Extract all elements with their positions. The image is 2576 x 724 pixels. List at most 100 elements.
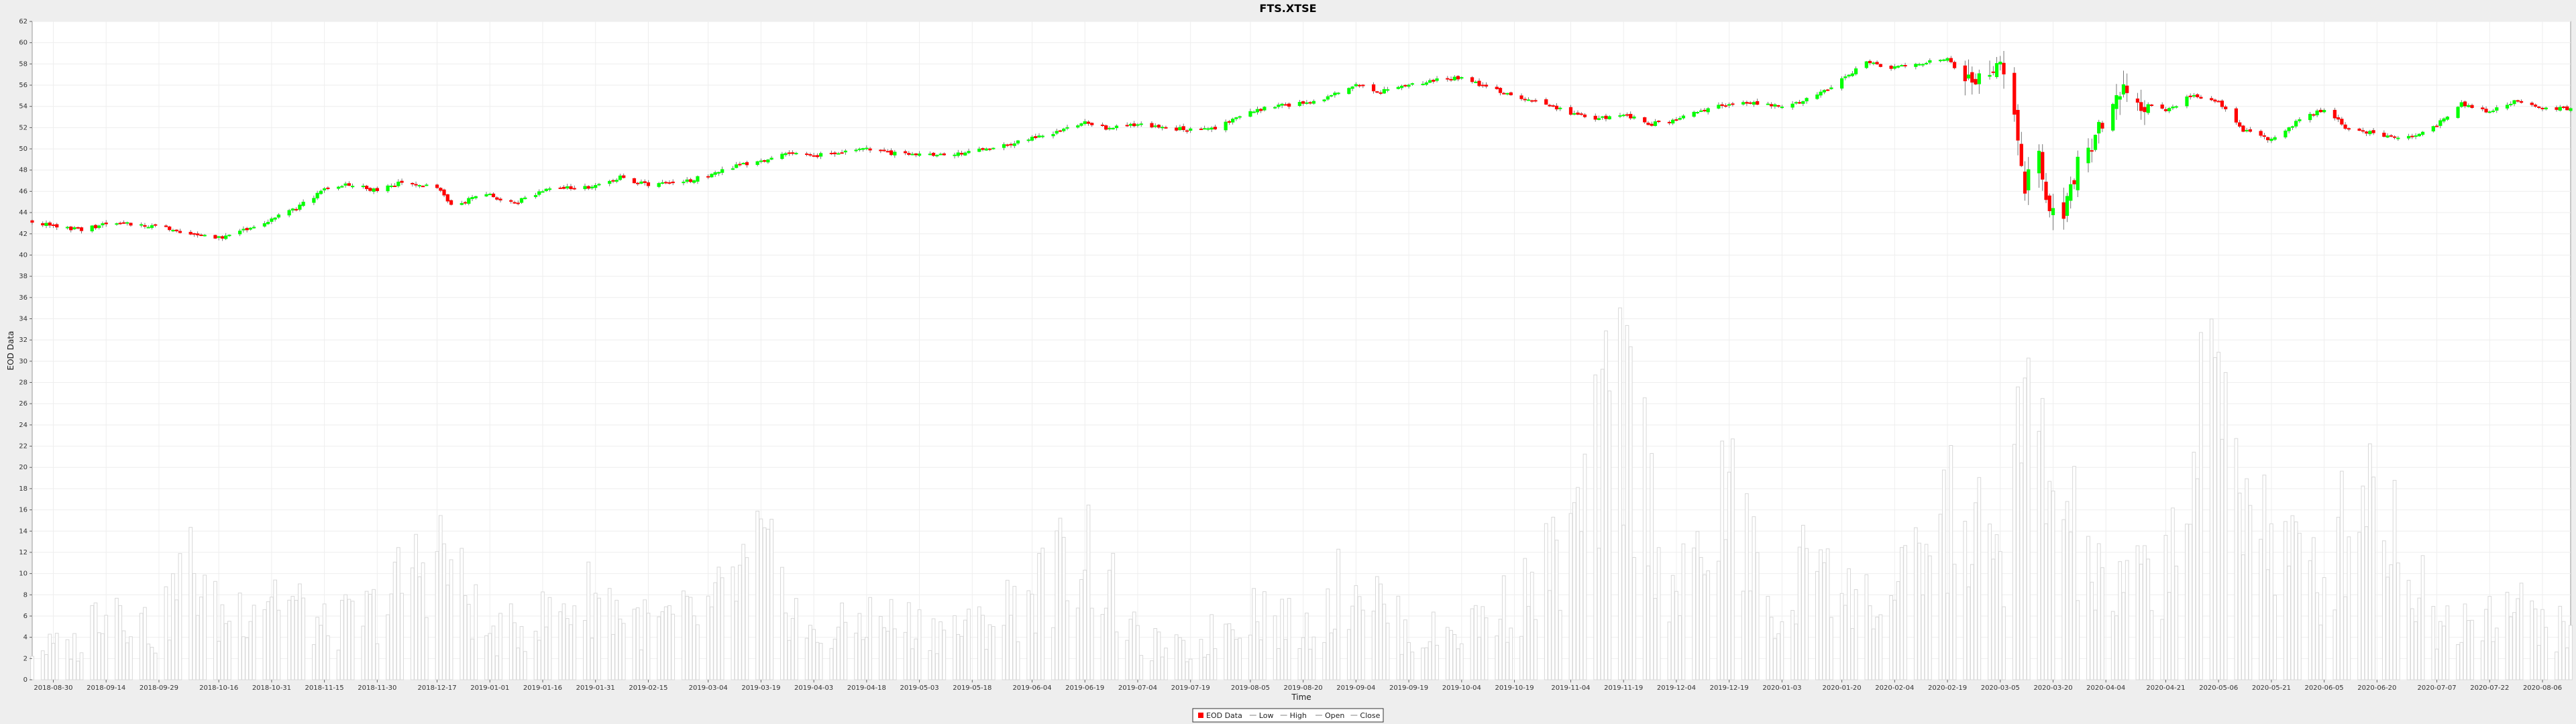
volume-bar bbox=[646, 613, 651, 680]
candle-body-up bbox=[1526, 99, 1531, 101]
volume-bar bbox=[1114, 631, 1119, 680]
candle-body-up bbox=[1224, 121, 1228, 131]
candle-body-down bbox=[1723, 105, 1728, 107]
volume-bar bbox=[445, 585, 450, 680]
volume-bar bbox=[812, 629, 816, 680]
candle-body-up bbox=[910, 154, 914, 156]
volume-bar bbox=[389, 593, 394, 680]
volume-bar bbox=[931, 618, 936, 680]
volume-bar bbox=[2569, 625, 2573, 680]
candle-body-down bbox=[2361, 130, 2365, 132]
volume-bar bbox=[298, 583, 302, 680]
volume-bar bbox=[1745, 493, 1749, 680]
volume-bar bbox=[1903, 545, 1907, 680]
candle-body-down bbox=[1157, 125, 1161, 128]
candle-body-up bbox=[389, 185, 393, 187]
volume-bar bbox=[392, 562, 397, 680]
candle-body-up bbox=[1452, 76, 1456, 80]
candle-body-down bbox=[392, 185, 397, 187]
volume-bar bbox=[1519, 636, 1523, 680]
volume-bar bbox=[910, 648, 914, 680]
volume-bar bbox=[2298, 532, 2302, 680]
x-tick-label: 2019-01-31 bbox=[576, 684, 615, 692]
candle-body-down bbox=[1643, 117, 1647, 123]
candle-body-down bbox=[1104, 125, 1108, 130]
volume-bar bbox=[738, 564, 742, 680]
candle-body-up bbox=[2273, 137, 2277, 140]
candle-body-up bbox=[1872, 62, 1876, 64]
volume-bar bbox=[1678, 615, 1682, 680]
volume-bar bbox=[667, 605, 672, 680]
candle-body-up bbox=[1706, 108, 1710, 113]
volume-bar bbox=[1913, 527, 1918, 680]
volume-bar bbox=[2199, 332, 2203, 680]
volume-bar bbox=[639, 649, 643, 680]
y-tick-label: 8 bbox=[23, 591, 28, 599]
x-tick-label: 2020-05-06 bbox=[2199, 684, 2238, 692]
candle-body-down bbox=[220, 236, 225, 239]
volume-bar bbox=[146, 644, 151, 680]
x-tick-label: 2019-02-15 bbox=[629, 684, 667, 692]
volume-bar bbox=[934, 653, 939, 680]
candle-body-down bbox=[1498, 88, 1503, 93]
candle-body-up bbox=[1428, 80, 1432, 83]
candle-body-down bbox=[2090, 150, 2094, 152]
y-tick-label: 14 bbox=[19, 528, 28, 535]
volume-bar bbox=[1428, 641, 1432, 680]
volume-bar bbox=[1642, 397, 1647, 680]
candle-body-down bbox=[1100, 124, 1105, 126]
volume-bar bbox=[1977, 477, 1982, 680]
candle-body-down bbox=[2199, 97, 2203, 99]
candle-body-down bbox=[959, 153, 964, 155]
y-tick-label: 38 bbox=[19, 273, 28, 280]
volume-bar bbox=[1016, 641, 1020, 680]
candle-body-up bbox=[1396, 86, 1400, 89]
candle-body-up bbox=[1280, 103, 1284, 106]
candle-body-down bbox=[868, 148, 872, 151]
volume-bar bbox=[2389, 564, 2394, 680]
candle-body-down bbox=[646, 182, 651, 186]
candle-body-down bbox=[2516, 100, 2520, 102]
candle-body-down bbox=[2470, 105, 2474, 108]
candle-body-up bbox=[1773, 104, 1777, 107]
candle-body-down bbox=[572, 188, 576, 190]
candle-body-down bbox=[1086, 121, 1091, 124]
candle-body-up bbox=[1766, 103, 1770, 105]
volume-bar bbox=[2273, 595, 2277, 680]
volume-bar bbox=[125, 642, 129, 680]
candle-body-down bbox=[2357, 128, 2361, 131]
candle-body-down bbox=[347, 183, 351, 186]
volume-bar bbox=[618, 618, 623, 680]
volume-bar bbox=[1878, 614, 1883, 680]
volume-bar bbox=[1843, 605, 1847, 680]
candle-body-up bbox=[759, 160, 763, 162]
candle-body-up bbox=[1136, 124, 1140, 126]
candle-body-down bbox=[561, 186, 566, 189]
volume-bar bbox=[220, 604, 225, 680]
volume-bar bbox=[2536, 645, 2541, 680]
candle-body-up bbox=[2284, 130, 2288, 137]
volume-bar bbox=[311, 644, 316, 680]
volume-bar bbox=[1357, 596, 1362, 680]
volume-bar bbox=[237, 593, 242, 680]
candle-body-down bbox=[1534, 100, 1538, 102]
volume-bar bbox=[1332, 628, 1337, 680]
y-tick-label: 32 bbox=[19, 337, 28, 344]
candle-body-up bbox=[396, 182, 400, 186]
candle-body-down bbox=[981, 148, 985, 150]
candle-body-up bbox=[1850, 73, 1854, 76]
candle-body-up bbox=[2431, 126, 2435, 131]
candle-body-up bbox=[1248, 111, 1252, 117]
candle-body-up bbox=[544, 188, 548, 192]
candle-body-down bbox=[805, 154, 809, 156]
volume-bar bbox=[203, 575, 207, 680]
volume-bar bbox=[784, 612, 788, 680]
candle-body-down bbox=[79, 227, 84, 231]
candle-body-down bbox=[2410, 135, 2414, 137]
volume-bar bbox=[621, 623, 626, 680]
candle-body-down bbox=[449, 200, 453, 205]
volume-bar bbox=[1157, 631, 1161, 680]
volume-bar bbox=[2135, 545, 2140, 680]
candle-body-down bbox=[2100, 123, 2104, 129]
x-axis-label: Time bbox=[1291, 692, 1311, 702]
